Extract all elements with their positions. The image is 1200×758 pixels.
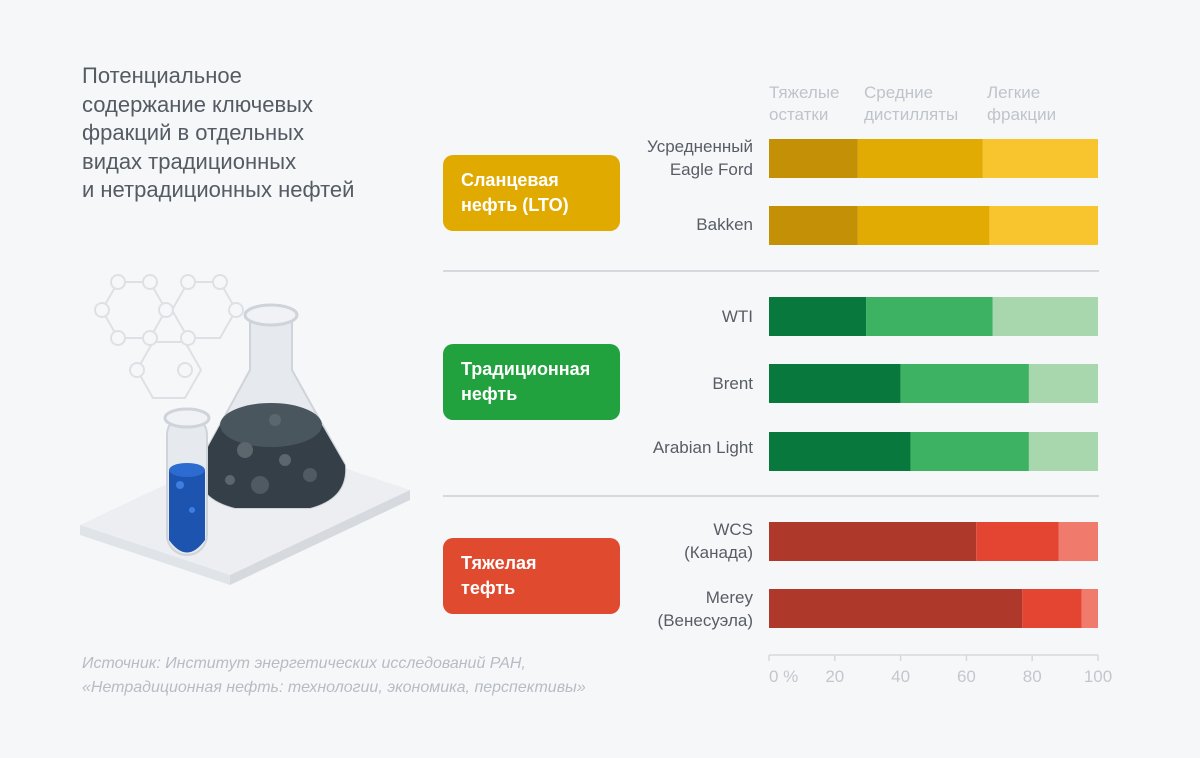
bar-segment [866, 297, 993, 336]
bar-segment [900, 364, 1029, 403]
bar-segment [857, 206, 990, 245]
row-label-line: Arabian Light [652, 438, 753, 457]
group-label-heavy: Тяжелая тефть [443, 538, 620, 614]
bar-segment [1022, 589, 1082, 628]
bar-segment [769, 364, 901, 403]
x-tick-label: 40 [891, 667, 910, 686]
row-label-brent: Brent [712, 372, 753, 395]
row-label-line: WCS [713, 520, 753, 539]
row-label-line: (Канада) [684, 543, 753, 562]
legend-line: Легкие [987, 83, 1041, 102]
group-label-line: Традиционная [461, 359, 591, 379]
row-label-line: (Венесуэла) [657, 611, 753, 630]
legend-light-fractions: Легкие фракции [987, 82, 1056, 126]
source-note: Источник: Институт энергетических исслед… [82, 652, 586, 700]
row-label-line: Merey [705, 588, 753, 607]
title-line: содержание ключевых [82, 91, 313, 117]
row-label-line: Усредненный [647, 137, 753, 156]
title-line: видах традиционных [82, 148, 297, 174]
x-tick-label: 100 [1084, 667, 1112, 686]
group-divider [443, 270, 1099, 272]
bar-segment [1058, 522, 1098, 561]
row-label-merey: Merey (Венесуэла) [658, 586, 753, 632]
legend-line: дистилляты [864, 105, 959, 124]
legend-line: остатки [769, 105, 829, 124]
row-label-wti: WTI [722, 305, 753, 328]
bar-segment [992, 297, 1098, 336]
bar-segment [769, 522, 977, 561]
legend-middle-distillates: Средние дистилляты [864, 82, 958, 126]
source-line: «Нетрадиционная нефть: технологии, эконо… [82, 679, 586, 696]
group-label-line: тефть [461, 578, 516, 598]
row-label-arabian-light: Arabian Light [653, 436, 753, 459]
legend-line: Тяжелые [769, 83, 840, 102]
title-line: и нетрадиционных нефтей [82, 177, 355, 202]
row-label-bakken: Bakken [696, 213, 753, 236]
group-divider [443, 495, 1099, 497]
lab-flask-illustration [80, 274, 410, 585]
x-tick-label: 0 % [769, 667, 798, 686]
test-tube-icon [163, 407, 211, 556]
row-label-eagle-ford: Усредненный Eagle Ford [647, 135, 753, 181]
bar-segment [1028, 432, 1098, 471]
group-label-line: Сланцевая [461, 170, 559, 190]
bar-segment [910, 432, 1029, 471]
group-label-line: нефть (LTO) [461, 195, 569, 215]
bar-segment [769, 139, 858, 178]
bar-segment [989, 206, 1098, 245]
x-tick-label: 20 [825, 667, 844, 686]
source-line: Источник: Институт энергетических исслед… [82, 655, 526, 672]
chart-title: Потенциальное содержание ключевых фракци… [82, 62, 402, 205]
group-label-lto: Сланцевая нефть (LTO) [443, 155, 620, 231]
bar-segment [976, 522, 1059, 561]
x-tick-label: 80 [1023, 667, 1042, 686]
flask-icon [196, 303, 347, 509]
row-label-wcs: WCS (Канада) [684, 518, 753, 564]
title-line: фракций в отдельных [82, 120, 304, 145]
bar-segment [1028, 364, 1098, 403]
title-line: Потенциальное [82, 63, 242, 88]
bar-segment [982, 139, 1098, 178]
row-label-line: Bakken [696, 215, 753, 234]
bar-segment [769, 432, 911, 471]
legend-line: фракции [987, 105, 1057, 124]
bar-segment [769, 206, 858, 245]
x-tick-label: 60 [957, 667, 976, 686]
row-label-line: Eagle Ford [669, 160, 753, 179]
legend-heavy-residues: Тяжелые остатки [769, 82, 840, 126]
group-label-traditional: Традиционная нефть [443, 344, 620, 420]
bar-segment [857, 139, 983, 178]
legend-line: Средние [864, 83, 934, 102]
group-label-line: нефть [461, 384, 518, 404]
bar-segment [769, 589, 1023, 628]
bar-segment [1081, 589, 1098, 628]
group-label-line: Тяжелая [461, 553, 537, 573]
row-label-line: WTI [721, 307, 753, 326]
bar-segment [769, 297, 867, 336]
row-label-line: Brent [712, 374, 753, 393]
